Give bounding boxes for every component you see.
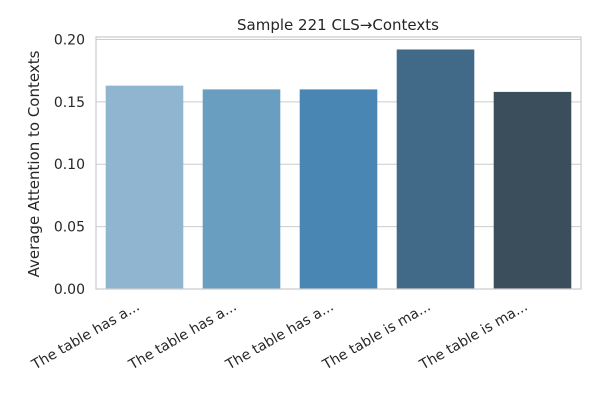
y-axis-label: Average Attention to Contexts	[25, 50, 43, 277]
x-tick-labels: The table has a...The table has a...The …	[28, 299, 530, 374]
y-tick-label: 0.10	[54, 157, 85, 173]
bar	[202, 89, 281, 289]
bars	[105, 49, 572, 290]
bar	[396, 49, 475, 289]
bar	[105, 85, 184, 289]
x-tick-label: The table is ma...	[416, 299, 530, 374]
x-tick-label: The table is ma...	[319, 299, 433, 374]
bar	[299, 89, 378, 289]
plot-frame	[95, 36, 582, 290]
x-tick-label: The table has a...	[222, 299, 336, 374]
y-tick-label: 0.05	[54, 220, 85, 236]
y-tick-label: 0.20	[54, 32, 85, 48]
y-tick-label: 0.15	[54, 95, 85, 111]
y-tick-label: 0.00	[54, 282, 85, 298]
bar	[493, 91, 572, 290]
x-tick-label: The table has a...	[125, 299, 239, 374]
y-tick-labels: 0.00 0.05 0.10 0.15 0.20	[54, 32, 85, 298]
chart-title: Sample 221 CLS→Contexts	[237, 16, 439, 34]
x-tick-label: The table has a...	[28, 299, 142, 374]
